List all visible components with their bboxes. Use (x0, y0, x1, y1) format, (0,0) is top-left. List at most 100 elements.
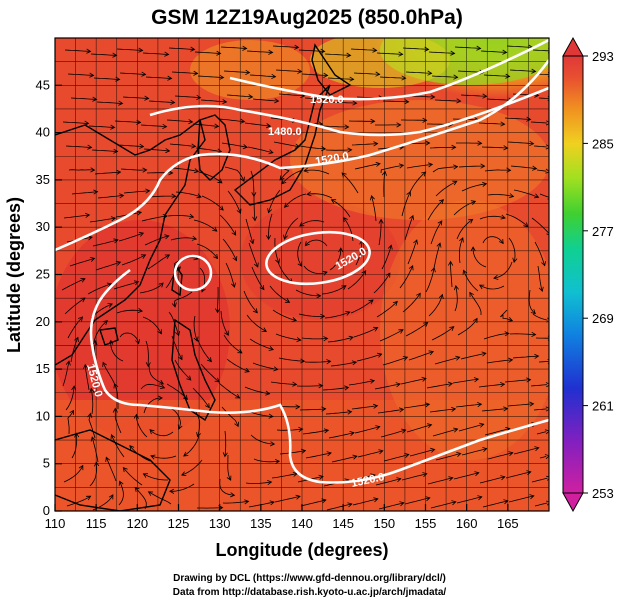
streamline-arrowhead (451, 500, 457, 506)
streamline-arrowhead (448, 260, 454, 266)
streamline (245, 481, 272, 484)
streamline (226, 94, 253, 98)
streamline (378, 219, 382, 246)
streamline (431, 326, 455, 341)
streamline-arrowhead (351, 360, 358, 366)
streamline-arrowhead (375, 71, 381, 77)
streamline (353, 72, 380, 75)
streamline (504, 379, 531, 383)
streamline-arrowhead (326, 451, 332, 457)
contour-1520-north (229, 38, 549, 101)
coastline-hokkaido-sakhalin (311, 43, 352, 96)
streamline (168, 311, 180, 336)
streamline (508, 495, 534, 503)
streamline (304, 97, 331, 100)
streamline-arrowhead (90, 167, 96, 173)
streamline (324, 53, 351, 56)
streamline-arrowhead (473, 317, 478, 324)
streamline-arrowhead (240, 176, 245, 183)
field-cool-region (310, 38, 450, 88)
streamline-arrowhead (284, 298, 291, 303)
streamline-arrowhead (216, 148, 223, 154)
coastline-hainan (99, 327, 119, 346)
streamline (454, 46, 481, 49)
streamline (456, 218, 473, 240)
streamline (383, 171, 386, 198)
streamline-arrowhead (303, 167, 309, 173)
streamline-arrowhead (136, 119, 142, 125)
streamline (250, 434, 275, 445)
streamline (430, 501, 456, 509)
streamline-arrowhead (217, 178, 223, 184)
streamline (71, 433, 78, 459)
streamline (402, 293, 421, 313)
streamline (378, 502, 404, 510)
streamline (171, 71, 198, 74)
streamline (65, 145, 92, 148)
streamline (220, 310, 229, 336)
streamline (402, 47, 429, 50)
streamline-arrowhead (479, 422, 485, 428)
streamline (67, 410, 74, 435)
streamline (253, 458, 280, 463)
streamline (405, 71, 432, 74)
streamline-arrowhead (493, 274, 499, 280)
streamline (531, 217, 549, 234)
streamline-arrowhead (283, 234, 288, 240)
streamline-arrowhead (110, 434, 116, 440)
streamline-arrowhead (427, 423, 433, 429)
streamline-arrowhead (345, 311, 351, 316)
streamline (538, 361, 549, 363)
streamline-arrowhead (546, 500, 549, 506)
streamline (113, 281, 139, 290)
streamline (304, 360, 331, 363)
streamline (166, 119, 193, 123)
streamline (383, 454, 409, 462)
streamline-arrowhead (481, 351, 487, 357)
streamline (513, 189, 539, 198)
streamline (481, 146, 508, 149)
streamline-arrowhead (183, 451, 189, 457)
streamline-arrowhead (344, 385, 350, 391)
x-tick-label: 130 (209, 516, 231, 531)
streamline (141, 215, 168, 222)
streamline (509, 69, 536, 72)
streamline-arrowhead (94, 461, 100, 467)
streamline (111, 434, 125, 458)
streamline-arrowhead (186, 375, 192, 381)
streamline-arrowhead (430, 94, 436, 100)
streamline (479, 284, 505, 290)
field-hot-region (55, 220, 230, 440)
streamline (118, 481, 124, 506)
streamline (278, 357, 305, 362)
streamline-arrowhead (268, 149, 274, 155)
streamline (116, 48, 143, 51)
streamline-arrowhead (188, 213, 195, 219)
streamline-arrowhead (480, 163, 486, 169)
streamline-arrowhead (508, 193, 515, 199)
streamline (350, 299, 374, 314)
streamline-arrowhead (291, 317, 298, 322)
streamline-arrowhead (102, 361, 107, 367)
streamline-arrowhead (508, 357, 514, 363)
streamline-arrowhead (235, 393, 241, 399)
streamline-arrowhead (188, 119, 194, 125)
streamline-arrowhead (348, 335, 354, 341)
streamline-arrowhead (413, 239, 418, 245)
streamline (168, 47, 195, 50)
contour-1520-high-center (265, 230, 371, 286)
streamline-arrowhead (545, 382, 549, 388)
streamline-arrowhead (267, 480, 273, 486)
streamline (481, 408, 508, 412)
streamline (84, 364, 90, 391)
coastline-korea (197, 114, 231, 181)
streamline (295, 289, 321, 297)
streamline-arrowhead (378, 218, 384, 224)
streamline (530, 121, 548, 124)
streamline-arrowhead (190, 46, 196, 52)
streamline-arrowhead (474, 471, 480, 477)
streamline-arrowhead (205, 403, 210, 409)
streamline-arrowhead (171, 193, 177, 199)
streamline-arrowhead (533, 193, 540, 199)
streamline (533, 145, 547, 148)
